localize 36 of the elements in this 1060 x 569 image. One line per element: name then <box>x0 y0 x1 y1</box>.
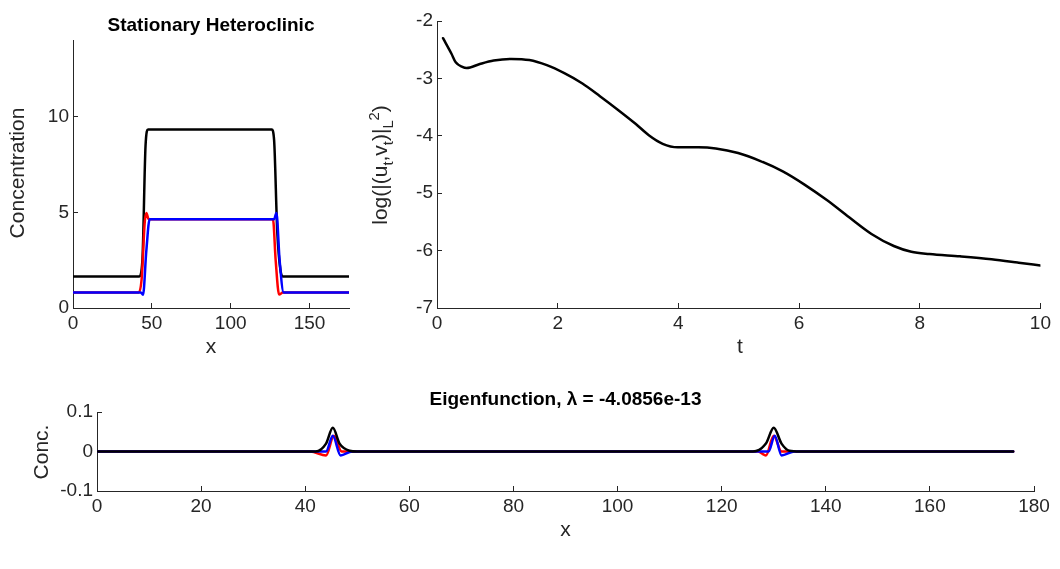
x-tick-label: 10 <box>1029 311 1051 333</box>
x-tick-label: 50 <box>141 311 163 333</box>
y-tick-label: 0 <box>82 439 93 461</box>
x-axis-title: t <box>736 334 744 358</box>
y-tick-label: 10 <box>47 105 69 127</box>
y-tick-label: -7 <box>416 296 433 318</box>
y-tick-label: -2 <box>416 9 433 31</box>
x-tick-label: 100 <box>601 494 634 516</box>
chart-title: Stationary Heteroclinic <box>107 14 315 35</box>
y-axis-title: Conc. <box>29 424 53 479</box>
y-tick-label: -5 <box>416 181 433 203</box>
x-tick-label: 80 <box>502 494 525 516</box>
x-tick-label: 140 <box>809 494 842 516</box>
x-tick-label: 6 <box>793 311 805 333</box>
y-tick-label: 0.1 <box>66 400 93 422</box>
x-tick-label: 60 <box>398 494 420 516</box>
chart-title: Eigenfunction, λ = -4.0856e-13 <box>429 388 702 409</box>
x-tick-label: 8 <box>914 311 926 333</box>
x-tick-label: 180 <box>1018 494 1050 516</box>
x-tick-label: 160 <box>914 494 946 516</box>
x-tick-label: 2 <box>552 311 563 333</box>
x-axis-title: x <box>204 334 218 358</box>
y-tick-label: 5 <box>58 200 69 222</box>
x-tick-label: 100 <box>214 311 247 333</box>
y-axis-title: Concentration <box>5 107 29 239</box>
y-tick-label: -3 <box>416 66 433 88</box>
x-tick-label: 4 <box>673 311 685 333</box>
x-axis-title: x <box>559 517 572 541</box>
x-tick-label: 120 <box>705 494 738 516</box>
y-tick-label: -4 <box>416 124 434 146</box>
y-tick-label: -6 <box>416 238 433 260</box>
y-tick-label: 0 <box>58 296 69 318</box>
x-tick-label: 40 <box>294 494 316 516</box>
x-tick-label: 20 <box>190 494 212 516</box>
x-tick-label: 150 <box>293 311 326 333</box>
y-tick-label: -0.1 <box>60 479 93 501</box>
